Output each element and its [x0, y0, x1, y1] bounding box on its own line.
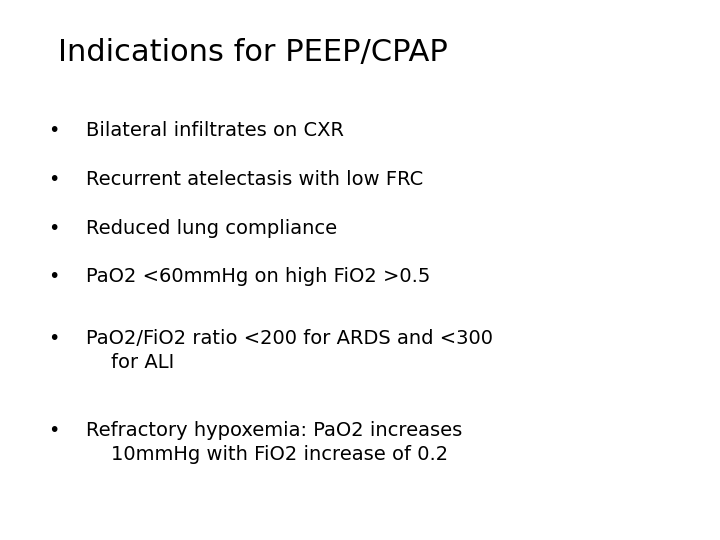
Text: Refractory hypoxemia: PaO2 increases
    10mmHg with FiO2 increase of 0.2: Refractory hypoxemia: PaO2 increases 10m…	[86, 421, 463, 464]
Text: •: •	[48, 267, 60, 286]
Text: •: •	[48, 122, 60, 140]
Text: Indications for PEEP/CPAP: Indications for PEEP/CPAP	[58, 38, 447, 67]
Text: Bilateral infiltrates on CXR: Bilateral infiltrates on CXR	[86, 122, 344, 140]
Text: •: •	[48, 329, 60, 348]
Text: PaO2/FiO2 ratio <200 for ARDS and <300
    for ALI: PaO2/FiO2 ratio <200 for ARDS and <300 f…	[86, 329, 493, 372]
Text: •: •	[48, 170, 60, 189]
Text: •: •	[48, 421, 60, 440]
Text: •: •	[48, 219, 60, 238]
Text: Recurrent atelectasis with low FRC: Recurrent atelectasis with low FRC	[86, 170, 423, 189]
Text: PaO2 <60mmHg on high FiO2 >0.5: PaO2 <60mmHg on high FiO2 >0.5	[86, 267, 431, 286]
Text: Reduced lung compliance: Reduced lung compliance	[86, 219, 338, 238]
